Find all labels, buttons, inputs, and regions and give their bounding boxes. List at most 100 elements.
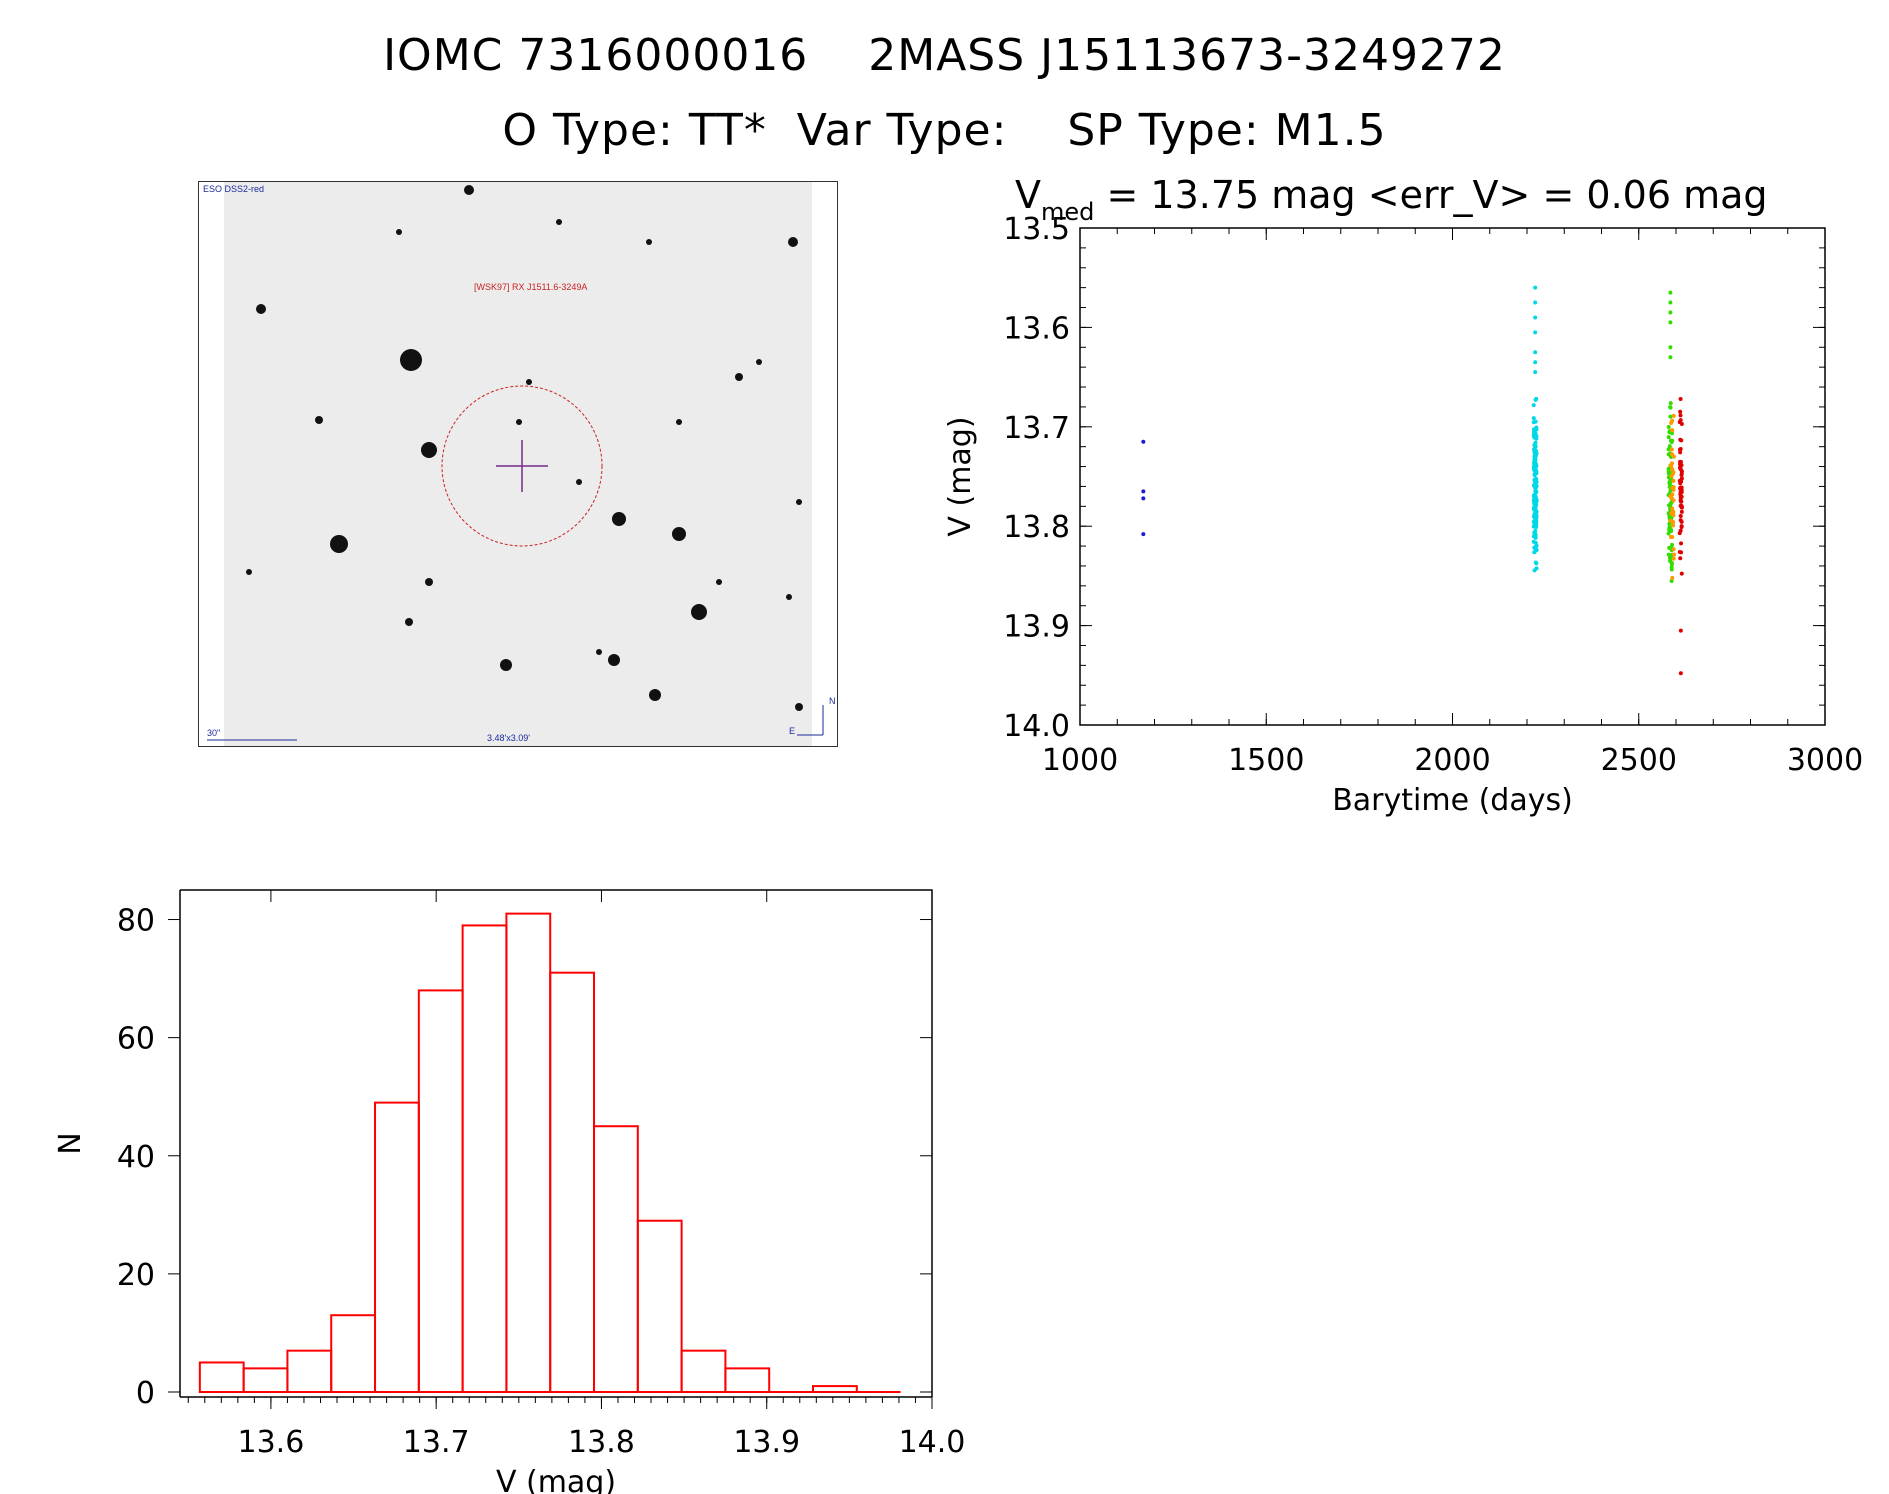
data-point-epoch3a xyxy=(1667,444,1672,449)
data-point-epoch2 xyxy=(1533,560,1538,565)
data-point-epoch3b xyxy=(1671,523,1676,528)
data-point-epoch3a xyxy=(1669,560,1674,565)
data-point-epoch2 xyxy=(1534,543,1539,548)
title-subscript: med xyxy=(1041,198,1094,226)
target-label: [WSK97] RX J1511.6-3249A xyxy=(474,282,588,292)
star xyxy=(526,379,532,385)
data-point-epoch2 xyxy=(1533,285,1538,290)
star xyxy=(516,419,522,425)
data-point-epoch2 xyxy=(1532,430,1537,435)
data-point-epoch3c xyxy=(1679,509,1684,514)
data-point-epoch2 xyxy=(1533,330,1538,335)
data-point-epoch3c xyxy=(1679,469,1684,474)
data-point-epoch2 xyxy=(1533,528,1538,533)
data-point-epoch1 xyxy=(1141,532,1146,537)
data-point-epoch2 xyxy=(1532,446,1537,451)
star xyxy=(246,569,252,575)
data-point-epoch3a xyxy=(1668,414,1673,419)
data-point-epoch3a xyxy=(1669,567,1674,572)
star xyxy=(676,419,682,425)
data-point-epoch2 xyxy=(1532,435,1537,440)
data-point-epoch2 xyxy=(1531,403,1536,408)
finder-chart-image: ESO DSS2-red [WSK97] RX J1511.6-3249A 30… xyxy=(198,181,838,747)
data-point-epoch3b xyxy=(1670,452,1675,457)
data-point-epoch2 xyxy=(1534,477,1539,482)
y-tick-label: 13.9 xyxy=(1003,610,1070,645)
star xyxy=(464,185,474,195)
data-point-epoch2 xyxy=(1533,360,1538,365)
data-point-epoch3c xyxy=(1678,503,1683,508)
light-curve-title: Vmed = 13.75 mag <err_V> = 0.06 mag xyxy=(1015,173,1768,226)
east-label: E xyxy=(789,726,796,736)
data-point-epoch2 xyxy=(1532,456,1537,461)
star xyxy=(646,239,652,245)
data-point-epoch3c xyxy=(1679,571,1684,576)
data-point-epoch2 xyxy=(1533,300,1538,305)
data-point-epoch3b xyxy=(1669,421,1674,426)
data-point-epoch3b xyxy=(1670,575,1675,580)
data-point-epoch2 xyxy=(1532,443,1537,448)
star xyxy=(500,659,512,671)
data-point-epoch3b xyxy=(1668,518,1673,523)
finder-chart-svg xyxy=(199,182,837,746)
x-axis-label: Barytime (days) xyxy=(1332,783,1573,818)
x-tick-label: 1000 xyxy=(1042,743,1118,778)
data-point-epoch3a xyxy=(1670,542,1675,547)
x-tick-label: 2500 xyxy=(1601,743,1677,778)
y-tick-label: 13.8 xyxy=(1003,510,1070,545)
data-point-epoch3a xyxy=(1666,552,1671,557)
data-point-epoch3c xyxy=(1678,462,1683,467)
data-point-epoch2 xyxy=(1531,539,1536,544)
data-point-epoch3c xyxy=(1678,518,1683,523)
target-circle xyxy=(441,385,603,547)
star xyxy=(330,535,348,553)
data-point-epoch3a xyxy=(1670,431,1675,436)
star xyxy=(421,442,437,458)
y-axis-label: V (mag) xyxy=(943,416,978,536)
scale-label: 30" xyxy=(207,728,221,738)
star xyxy=(649,689,661,701)
north-label: N xyxy=(829,696,836,706)
data-point-epoch3b xyxy=(1669,496,1674,501)
data-point-epoch3c xyxy=(1678,397,1683,402)
data-point-epoch1 xyxy=(1141,496,1146,501)
data-point-epoch3c xyxy=(1679,499,1684,504)
image-right-margin xyxy=(812,182,837,746)
data-point-epoch2 xyxy=(1533,350,1538,355)
fov-label: 3.48'x3.09' xyxy=(487,733,530,743)
data-point-epoch3c xyxy=(1678,492,1683,497)
data-point-epoch3a xyxy=(1668,355,1673,360)
data-point-epoch2 xyxy=(1534,484,1539,489)
data-point-epoch3a xyxy=(1666,447,1671,452)
star xyxy=(788,237,798,247)
data-point-epoch3c xyxy=(1678,413,1683,418)
star xyxy=(716,579,722,585)
star xyxy=(735,373,743,381)
data-point-epoch3a xyxy=(1668,401,1673,406)
survey-label: ESO DSS2-red xyxy=(203,184,265,194)
data-point-epoch3c xyxy=(1679,541,1684,546)
data-point-epoch3a xyxy=(1668,310,1673,315)
star xyxy=(556,219,562,225)
data-point-epoch2 xyxy=(1533,510,1538,515)
star xyxy=(796,499,802,505)
data-point-epoch3c xyxy=(1678,628,1683,633)
data-point-epoch2 xyxy=(1532,520,1537,525)
header-title-line2: O Type: TT* Var Type: SP Type: M1.5 xyxy=(502,105,1387,156)
header-title-line1: IOMC 7316000016 2MASS J15113673-3249272 xyxy=(383,30,1506,81)
data-point-epoch3b xyxy=(1671,485,1676,490)
data-point-epoch3c xyxy=(1677,550,1682,555)
star xyxy=(786,594,792,600)
data-point-epoch3b xyxy=(1671,478,1676,483)
star xyxy=(596,649,602,655)
data-point-epoch2 xyxy=(1534,514,1539,519)
light-curve-frame xyxy=(1079,227,1826,726)
data-point-epoch3a xyxy=(1666,531,1671,536)
data-point-epoch3b xyxy=(1671,556,1676,561)
sky-background xyxy=(199,182,837,746)
data-point-epoch3b xyxy=(1672,552,1677,557)
data-point-epoch3c xyxy=(1678,495,1683,500)
data-point-epoch3a xyxy=(1670,438,1675,443)
star xyxy=(396,229,402,235)
